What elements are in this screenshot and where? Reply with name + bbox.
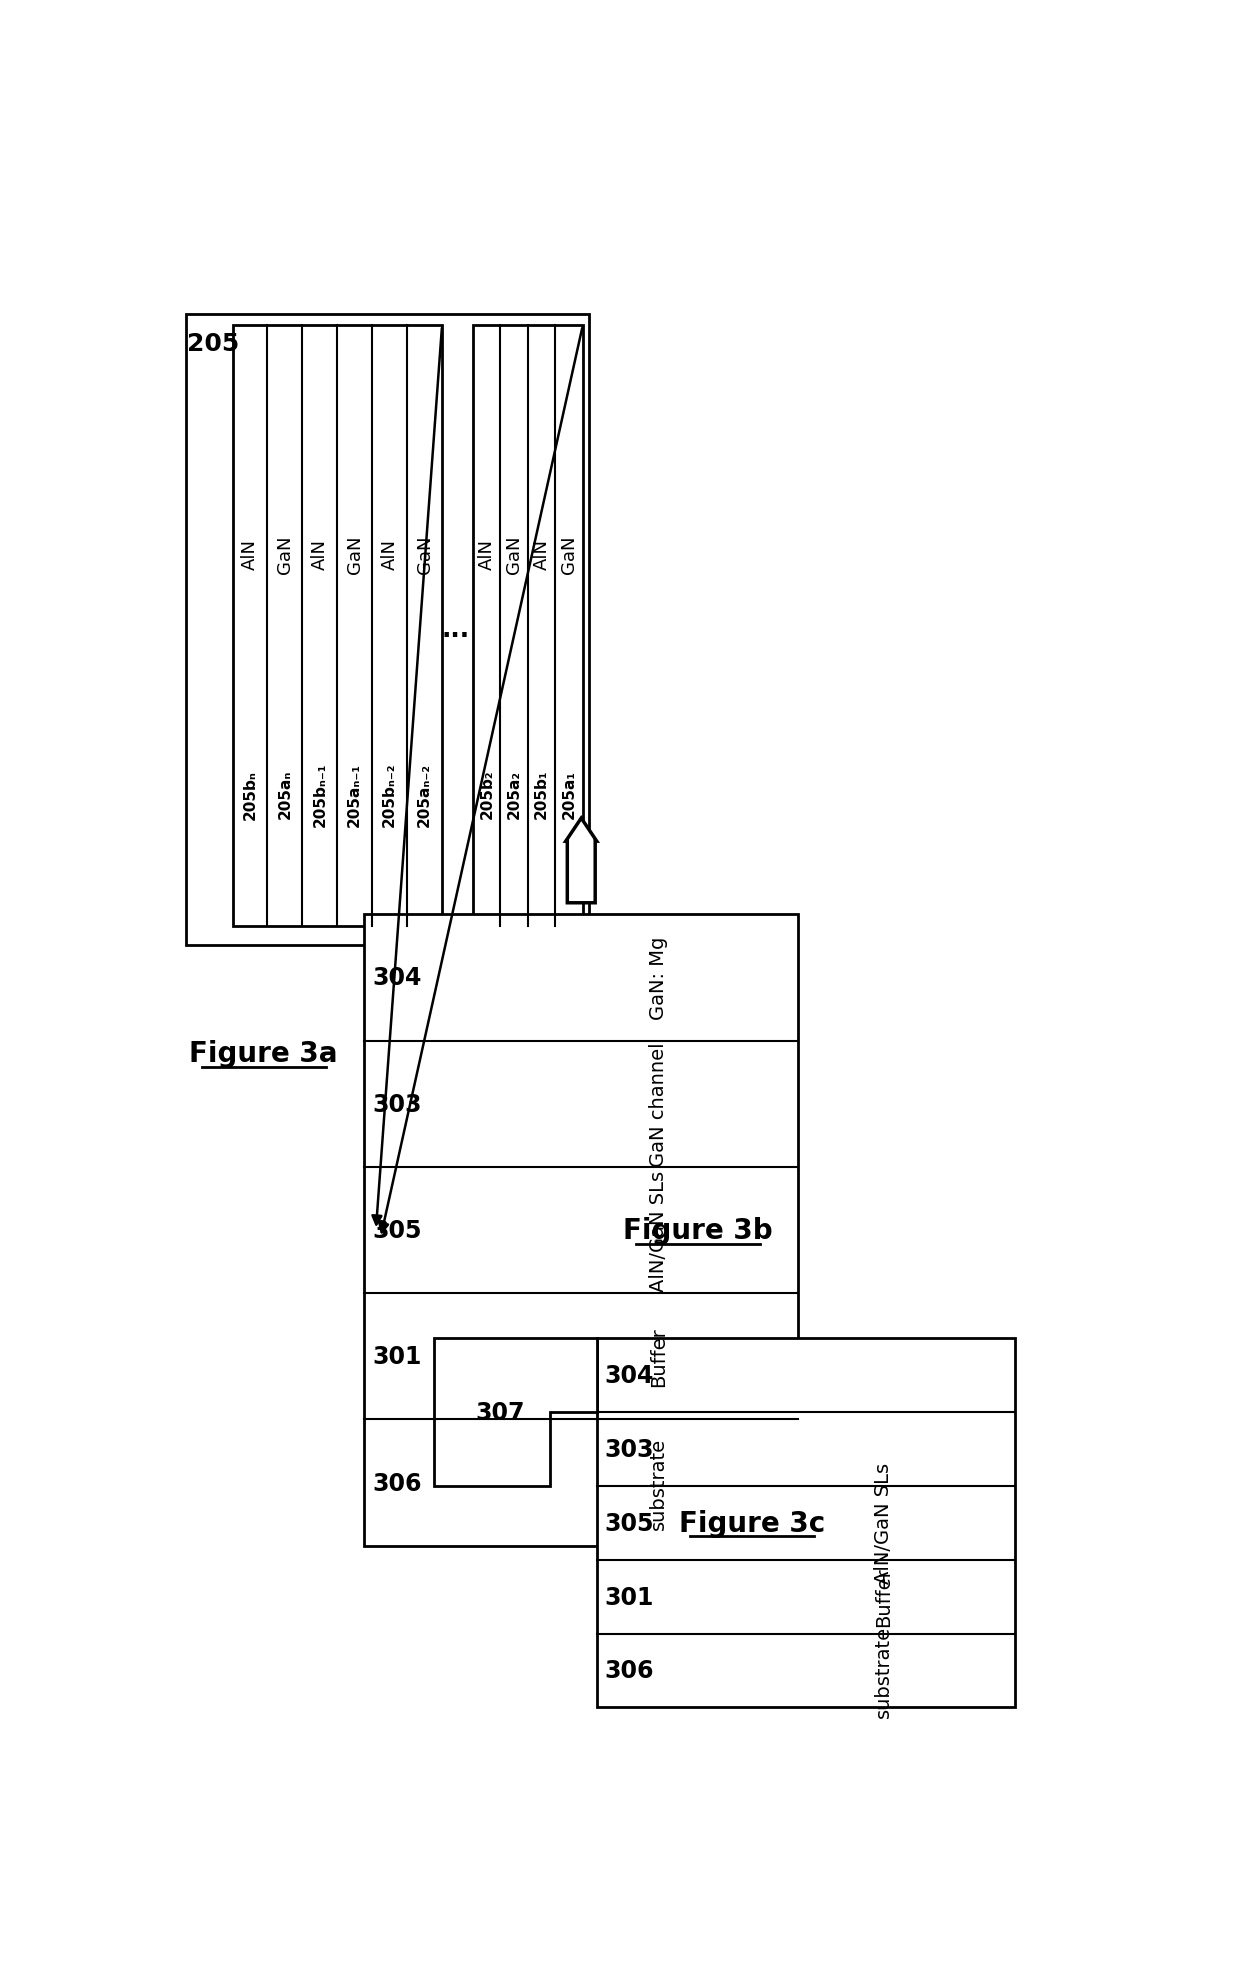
Bar <box>365 915 799 1546</box>
Text: Figure 3b: Figure 3b <box>622 1216 773 1243</box>
Text: 205bₙ: 205bₙ <box>243 770 258 820</box>
Text: substrate: substrate <box>874 1624 893 1717</box>
Text: 205bₙ₋₁: 205bₙ₋₁ <box>312 762 327 826</box>
Text: 305: 305 <box>372 1218 422 1241</box>
Text: 205bₙ₋₂: 205bₙ₋₂ <box>382 762 397 826</box>
Text: 205aₙ₋₂: 205aₙ₋₂ <box>417 762 432 826</box>
Text: 306: 306 <box>605 1659 653 1683</box>
Text: substrate: substrate <box>650 1437 668 1529</box>
Text: AlN/GaN SLs: AlN/GaN SLs <box>874 1463 893 1584</box>
Text: 303: 303 <box>605 1437 653 1461</box>
Text: 301: 301 <box>372 1344 422 1368</box>
Text: Figure 3a: Figure 3a <box>190 1040 337 1067</box>
Text: GaN: GaN <box>346 535 363 574</box>
Text: 205aₙ: 205aₙ <box>278 770 293 820</box>
Text: AlN: AlN <box>311 539 329 570</box>
Text: 305: 305 <box>605 1511 653 1534</box>
Text: GaN: Mg: GaN: Mg <box>650 937 668 1020</box>
Polygon shape <box>434 1338 596 1485</box>
Text: GaN: GaN <box>560 535 578 574</box>
Text: 205: 205 <box>187 333 239 356</box>
Bar <box>596 1338 1016 1707</box>
Text: GaN: GaN <box>505 535 523 574</box>
Bar <box>186 315 589 946</box>
Text: 303: 303 <box>372 1093 422 1117</box>
Text: 205a₁: 205a₁ <box>562 770 577 820</box>
Text: AlN: AlN <box>241 539 259 570</box>
Text: AlN: AlN <box>533 539 551 570</box>
Text: Buffer: Buffer <box>650 1327 668 1386</box>
Text: 205a₂: 205a₂ <box>507 770 522 820</box>
Text: 306: 306 <box>372 1471 422 1495</box>
Bar <box>233 327 443 927</box>
Text: ...: ... <box>441 618 470 642</box>
Text: AlN/GaN SLs: AlN/GaN SLs <box>650 1170 668 1291</box>
Text: AlN: AlN <box>477 539 496 570</box>
Text: AlN: AlN <box>381 539 399 570</box>
Text: GaN: GaN <box>415 535 434 574</box>
Text: Buffer: Buffer <box>874 1566 893 1628</box>
Text: GaN: GaN <box>275 535 294 574</box>
Text: 205aₙ₋₁: 205aₙ₋₁ <box>347 762 362 826</box>
Text: 304: 304 <box>605 1362 653 1388</box>
Text: 307: 307 <box>475 1400 525 1424</box>
Text: Figure 3c: Figure 3c <box>678 1509 825 1536</box>
Polygon shape <box>565 818 596 903</box>
Text: GaN channel: GaN channel <box>650 1041 668 1166</box>
Text: 304: 304 <box>372 966 422 990</box>
Text: 205b₁: 205b₁ <box>534 770 549 820</box>
Text: 301: 301 <box>605 1584 653 1608</box>
Bar <box>474 327 583 927</box>
Text: 205b₂: 205b₂ <box>480 770 495 820</box>
